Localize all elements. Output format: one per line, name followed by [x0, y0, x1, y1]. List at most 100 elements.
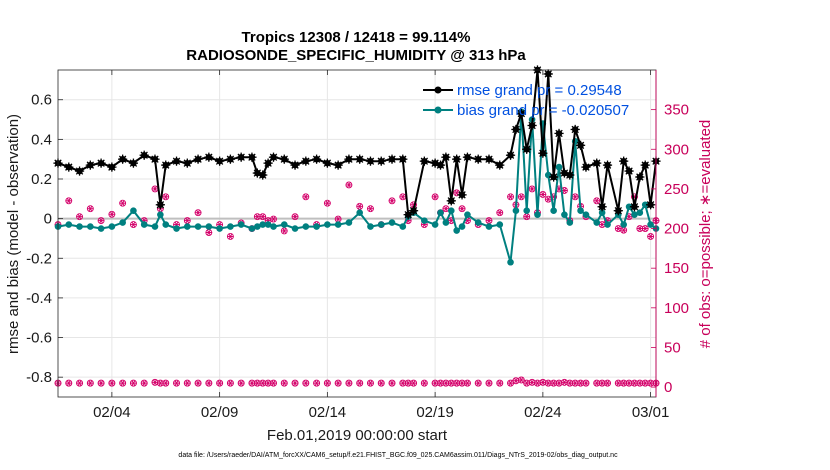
obs-possible-star [76, 380, 83, 387]
rmse-point [646, 200, 656, 210]
rmse-point [538, 148, 548, 158]
rmse-point [435, 160, 446, 170]
rmse-point [408, 206, 419, 216]
rmse-point-spoke [474, 155, 482, 163]
obs-evaluated-marker [162, 193, 169, 200]
bias-point [345, 219, 353, 226]
bias-point [523, 207, 531, 215]
rmse-point-spoke [496, 161, 504, 169]
obs-possible-star-stroke [605, 380, 610, 387]
obs-possible-star [140, 380, 148, 387]
bias-point [431, 221, 439, 228]
obs-possible-star-stroke [66, 380, 71, 387]
chart-title-line2: RADIOSONDE_SPECIFIC_HUMIDITY @ 313 hPa [186, 47, 526, 64]
obs-possible-star-stroke [142, 380, 147, 387]
rmse-point [619, 156, 629, 166]
rmse-point [462, 152, 473, 162]
obs-evaluated-marker [130, 221, 137, 228]
rmse-point [629, 202, 640, 212]
bias-point [577, 207, 584, 215]
bias-point [399, 223, 407, 230]
rmse-point-spoke [485, 155, 493, 163]
rmse-point-spoke [183, 159, 192, 167]
obs-evaluated-marker [518, 193, 525, 200]
obs-possible-star [485, 380, 493, 387]
rmse-point-spoke [323, 159, 332, 167]
legend-bias-label: bias grand pr = -0.020507 [457, 102, 629, 119]
obs-possible-star [119, 380, 126, 387]
rmse-point [155, 200, 165, 210]
obs-possible-star-stroke [465, 380, 470, 387]
rmse-point [128, 158, 139, 168]
y-right-tick-label: 0 [664, 379, 672, 396]
obs-possible-star-stroke [583, 380, 588, 387]
rmse-point [279, 154, 289, 164]
bias-point [313, 223, 320, 230]
obs-possible-star-stroke [131, 380, 136, 387]
obs-evaluated-marker-stroke [465, 217, 470, 224]
obs-possible-star [518, 376, 525, 383]
obs-evaluated-marker [291, 213, 299, 220]
obs-evaluated-marker [334, 216, 342, 223]
rmse-point [225, 154, 235, 164]
y-right-tick-label: 200 [664, 221, 689, 238]
rmse-point-spoke [269, 153, 278, 161]
rmse-point [441, 152, 451, 162]
rmse-point-spoke [636, 173, 644, 181]
bias-point [162, 221, 170, 228]
bias-point [237, 221, 245, 228]
rmse-point-spoke [129, 159, 138, 167]
obs-possible-star [324, 380, 331, 387]
rmse-point [602, 160, 613, 170]
rmse-point [511, 124, 521, 135]
rmse-point-spoke [452, 155, 461, 163]
obs-evaluated-marker-stroke [600, 221, 605, 228]
y-left-tick-label: 0 [44, 211, 52, 228]
obs-evaluated-marker-stroke [228, 233, 233, 240]
rmse-point [419, 156, 429, 166]
obs-possible-star [388, 380, 396, 387]
bias-point [631, 211, 638, 218]
obs-possible-star-stroke [271, 380, 276, 387]
obs-possible-star-stroke [206, 380, 211, 387]
obs-possible-star [496, 380, 503, 387]
left-axis-ticks: 0.6 0.4 0.2 0 -0.2 -0.4 -0.6 -0.8 [26, 92, 63, 386]
obs-evaluated-marker [356, 203, 363, 210]
obs-possible-star [237, 380, 245, 387]
rmse-point [107, 162, 117, 172]
obs-possible-star [216, 380, 223, 387]
obs-evaluated-marker-stroke [460, 205, 465, 212]
obs-evaluated-marker [431, 193, 439, 200]
rmse-point [527, 120, 537, 131]
obs-evaluated-marker [496, 209, 503, 216]
obs-possible-star [345, 380, 353, 387]
obs-evaluated-marker [87, 205, 94, 212]
rmse-point [322, 158, 332, 168]
obs-evaluated-marker-stroke [66, 197, 71, 204]
obs-evaluated-marker-stroke [454, 189, 459, 196]
obs-possible-star-stroke [454, 380, 459, 387]
rmse-point-spoke [280, 155, 288, 163]
bias-point [227, 223, 234, 230]
obs-evaluated-marker-stroke [99, 217, 104, 224]
obs-possible-star [378, 380, 385, 387]
obs-possible-star-stroke [643, 380, 648, 387]
obs-evaluated-marker [507, 193, 514, 200]
rmse-point [570, 124, 580, 135]
rmse-point [473, 154, 483, 164]
rmse-point-spoke [576, 141, 585, 150]
rmse-point-spoke [151, 155, 159, 163]
rmse-point-spoke [237, 153, 245, 161]
bias-point [76, 223, 83, 230]
rmse-point-spoke [549, 173, 558, 181]
bias-point [534, 211, 541, 218]
obs-possible-star-stroke [293, 380, 298, 387]
obs-possible-star-stroke [551, 380, 556, 387]
rmse-point [247, 152, 257, 162]
obs-evaluated-marker-stroke [556, 185, 562, 192]
obs-evaluated-marker-stroke [185, 217, 190, 224]
rmse-point [613, 206, 623, 216]
obs-evaluated-marker-stroke [389, 197, 395, 204]
obs-possible-star [130, 380, 137, 387]
rmse-point-spoke [614, 206, 623, 215]
